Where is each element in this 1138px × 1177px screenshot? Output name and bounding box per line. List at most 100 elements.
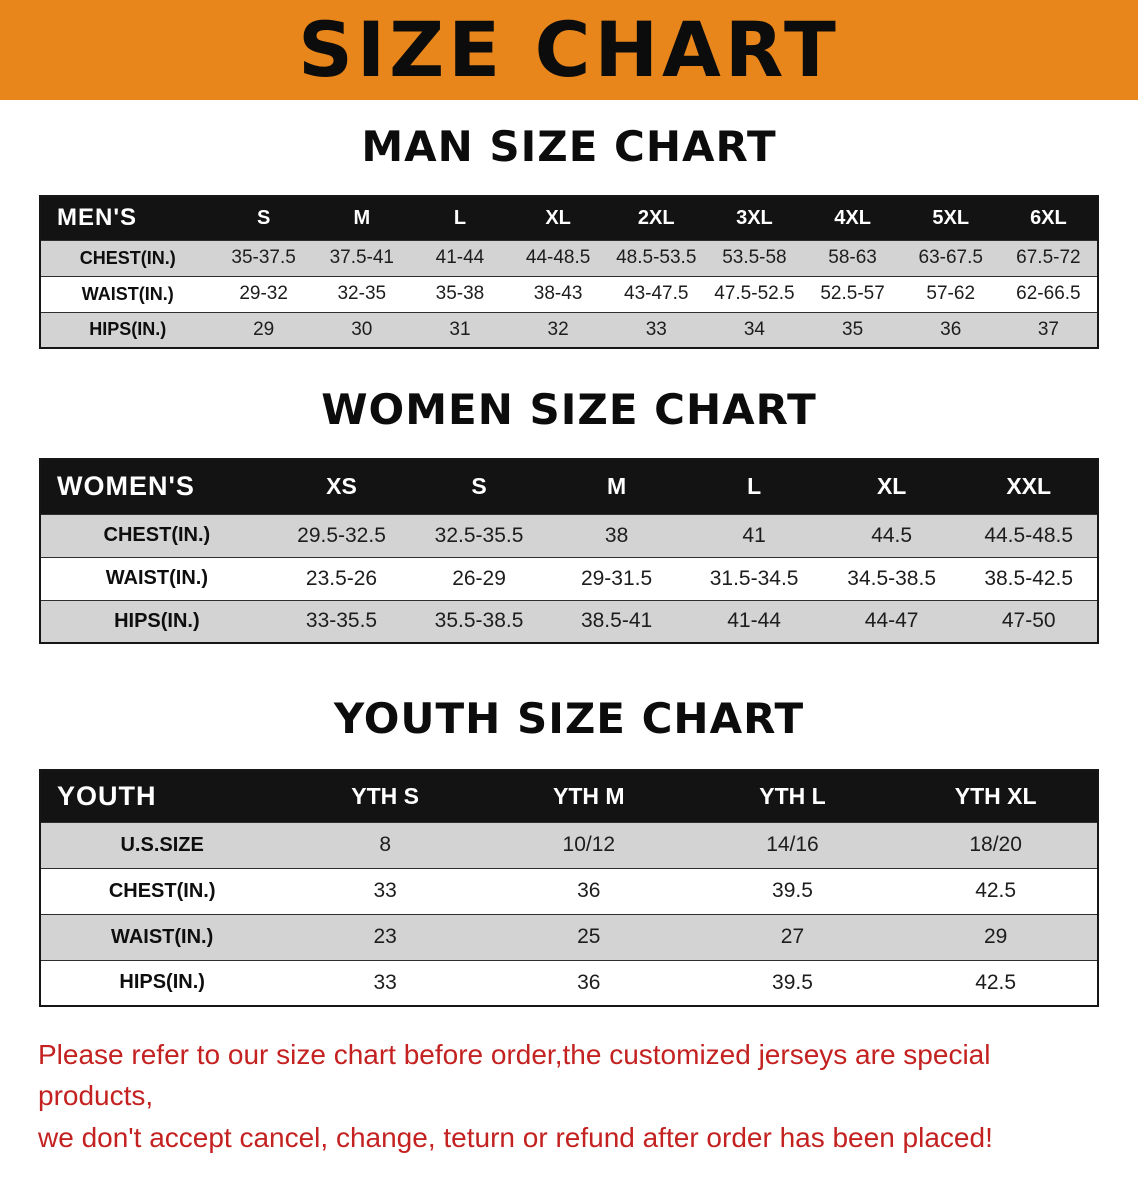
women-measure-row: WAIST(IN.) 23.5-26 26-29 29-31.5 31.5-34.5 34… [40, 556, 1098, 600]
youth-value-cell: 42.5 [894, 867, 1098, 914]
men-size-header: M [312, 196, 411, 240]
youth-value-cell: 39.5 [690, 959, 895, 1006]
men-value-cell: 32-35 [312, 275, 411, 312]
women-value-cell: 33-35.5 [272, 599, 411, 643]
women-value-cell: 44-47 [822, 599, 961, 643]
women-value-cell: 23.5-26 [272, 556, 411, 600]
youth-size-header: YTH XL [894, 770, 1098, 822]
youth-value-cell: 36 [486, 867, 691, 914]
women-value-cell: 38.5-41 [547, 599, 686, 643]
youth-value-cell: 8 [283, 821, 487, 868]
men-value-cell: 58-63 [803, 239, 902, 276]
women-measure-row: HIPS(IN.) 33-35.5 35.5-38.5 38.5-41 41-44 44-… [40, 599, 1098, 643]
men-size-header: 2XL [607, 196, 706, 240]
men-size-table: MEN'S S M L XL 2XL 3XL 4XL 5XL 6XL CHEST(IN.) 35-37… [39, 195, 1099, 349]
youth-size-header: YTH L [690, 770, 895, 822]
youth-value-cell: 33 [283, 959, 487, 1006]
women-header-row: WOMEN'S XS S M L XL XXL [40, 459, 1098, 514]
men-value-cell: 32 [509, 311, 608, 348]
men-value-cell: 67.5-72 [999, 239, 1098, 276]
women-measure-row: CHEST(IN.) 29.5-32.5 32.5-35.5 38 41 44.5 44.5… [40, 513, 1098, 557]
men-value-cell: 30 [312, 311, 411, 348]
youth-measure-row: CHEST(IN.) 33 36 39.5 42.5 [40, 867, 1098, 914]
men-value-cell: 35-37.5 [214, 239, 313, 276]
women-value-cell: 32.5-35.5 [410, 513, 548, 557]
men-size-header: XL [509, 196, 608, 240]
men-value-cell: 43-47.5 [607, 275, 706, 312]
women-value-cell: 31.5-34.5 [685, 556, 823, 600]
youth-value-cell: 23 [283, 913, 487, 960]
footer-note: Please refer to our size chart before or… [0, 1035, 1138, 1177]
men-value-cell: 37.5-41 [312, 239, 411, 276]
men-value-cell: 47.5-52.5 [705, 275, 804, 312]
women-size-header: S [410, 459, 548, 514]
men-value-cell: 35 [803, 311, 902, 348]
men-size-header: 3XL [705, 196, 804, 240]
youth-value-cell: 14/16 [690, 821, 895, 868]
youth-value-cell: 39.5 [690, 867, 895, 914]
youth-row-label: CHEST(IN.) [40, 867, 284, 914]
men-value-cell: 36 [901, 311, 1000, 348]
men-value-cell: 48.5-53.5 [607, 239, 706, 276]
youth-row-label: HIPS(IN.) [40, 959, 284, 1006]
women-value-cell: 34.5-38.5 [822, 556, 961, 600]
women-size-header: M [547, 459, 686, 514]
men-value-cell: 33 [607, 311, 706, 348]
youth-value-cell: 10/12 [486, 821, 691, 868]
women-size-header: XL [822, 459, 961, 514]
women-value-cell: 29-31.5 [547, 556, 686, 600]
women-value-cell: 35.5-38.5 [410, 599, 548, 643]
youth-value-cell: 42.5 [894, 959, 1098, 1006]
youth-row-label: U.S.SIZE [40, 821, 284, 868]
youth-value-cell: 27 [690, 913, 895, 960]
youth-size-header: YTH M [486, 770, 691, 822]
men-size-header: L [410, 196, 510, 240]
men-value-cell: 52.5-57 [803, 275, 902, 312]
youth-value-cell: 18/20 [894, 821, 1098, 868]
women-section: WOMEN SIZE CHART WOMEN'S XS S M L XL XXL CHEST(… [0, 385, 1138, 644]
men-value-cell: 44-48.5 [509, 239, 608, 276]
women-size-table: WOMEN'S XS S M L XL XXL CHEST(IN.) 29.5-32.5 32.5… [39, 458, 1099, 644]
women-size-header: XXL [960, 459, 1098, 514]
men-value-cell: 62-66.5 [999, 275, 1098, 312]
men-measure-row: CHEST(IN.) 35-37.5 37.5-41 41-44 44-48.5 48.5… [40, 239, 1098, 276]
women-size-header: L [685, 459, 823, 514]
men-size-header: 5XL [901, 196, 1000, 240]
men-section-heading: MAN SIZE CHART [361, 122, 777, 171]
youth-corner-header: YOUTH [40, 770, 284, 822]
women-section-heading: WOMEN SIZE CHART [321, 385, 817, 434]
men-header-row: MEN'S S M L XL 2XL 3XL 4XL 5XL 6XL [40, 196, 1098, 240]
women-corner-header: WOMEN'S [40, 459, 273, 514]
men-row-label: HIPS(IN.) [40, 311, 215, 348]
women-value-cell: 44.5 [822, 513, 961, 557]
footer-note-line1: Please refer to our size chart before or… [38, 1039, 991, 1111]
men-measure-row: HIPS(IN.) 29 30 31 32 33 34 35 36 37 [40, 311, 1098, 348]
banner: SIZE CHART [0, 0, 1138, 100]
men-value-cell: 37 [999, 311, 1098, 348]
men-row-label: WAIST(IN.) [40, 275, 215, 312]
men-size-header: S [214, 196, 313, 240]
men-value-cell: 35-38 [410, 275, 510, 312]
men-size-header: 6XL [999, 196, 1098, 240]
men-value-cell: 31 [410, 311, 510, 348]
men-value-cell: 57-62 [901, 275, 1000, 312]
youth-size-header: YTH S [283, 770, 487, 822]
women-value-cell: 29.5-32.5 [272, 513, 411, 557]
women-value-cell: 41 [685, 513, 823, 557]
youth-value-cell: 29 [894, 913, 1098, 960]
page-title: SIZE CHART [298, 5, 840, 94]
men-size-header: 4XL [803, 196, 902, 240]
women-value-cell: 38.5-42.5 [960, 556, 1098, 600]
youth-measure-row: U.S.SIZE 8 10/12 14/16 18/20 [40, 821, 1098, 868]
men-value-cell: 53.5-58 [705, 239, 804, 276]
men-value-cell: 41-44 [410, 239, 510, 276]
men-value-cell: 34 [705, 311, 804, 348]
women-row-label: HIPS(IN.) [40, 599, 273, 643]
men-value-cell: 29 [214, 311, 313, 348]
men-section: MAN SIZE CHART MEN'S S M L XL 2XL 3XL 4XL 5XL 6XL… [0, 122, 1138, 349]
youth-size-table: YOUTH YTH S YTH M YTH L YTH XL U.S.SIZE 8 10/12… [39, 769, 1099, 1007]
men-measure-row: WAIST(IN.) 29-32 32-35 35-38 38-43 43-47.5 47.… [40, 275, 1098, 312]
youth-value-cell: 36 [486, 959, 691, 1006]
men-corner-header: MEN'S [40, 196, 215, 240]
women-value-cell: 47-50 [960, 599, 1098, 643]
